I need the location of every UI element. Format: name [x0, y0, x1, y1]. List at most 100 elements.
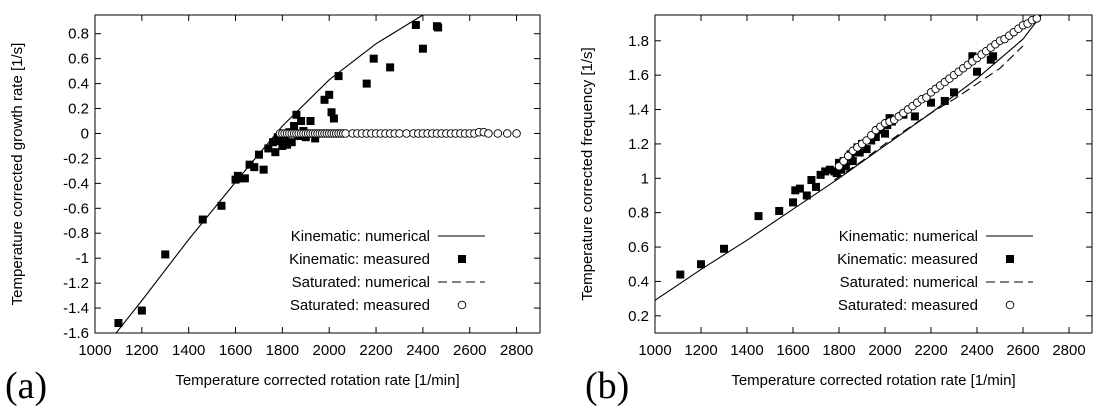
kinematic-measured-point — [791, 186, 800, 195]
kinematic-measured-point — [369, 54, 378, 63]
x-tick-label: 1000 — [78, 342, 111, 359]
kinematic-measured-point — [754, 212, 763, 221]
kinematic-measured-point — [386, 63, 395, 72]
x-tick-label: 1400 — [172, 342, 205, 359]
panel-label: (b) — [585, 365, 629, 407]
y-axis-label: Temperature corrected frequency [1/s] — [579, 47, 596, 300]
kinematic-measured-point — [161, 250, 170, 259]
legend-circle-marker — [1005, 300, 1015, 310]
kinematic-measured-point — [832, 169, 841, 178]
kinematic-measured-point — [292, 110, 301, 119]
y-tick-label: 0.4 — [628, 273, 649, 290]
x-tick-label: 2600 — [453, 342, 486, 359]
plot-area — [114, 15, 521, 333]
legend-label: Kinematic: numerical — [291, 228, 430, 245]
chart-panel-b: 1000 1200 1400 1600 1800 2000 2200 2400 2600 2800… — [579, 14, 1093, 407]
x-tick-label: 1800 — [266, 342, 299, 359]
kinematic-measured-point — [269, 138, 277, 147]
kinematic-measured-point — [283, 140, 292, 149]
y-axis-label: Temperature corrected growth rate [1/s] — [9, 43, 26, 306]
kinematic-measured-point — [950, 88, 958, 97]
y-tick-label: 1.8 — [628, 33, 649, 50]
kinematic-measured-point — [795, 184, 804, 193]
kinematic-measured-point — [968, 52, 977, 61]
kinematic-measured-point — [812, 182, 820, 191]
kinematic-measured-point — [927, 98, 935, 107]
kinematic-measured-point — [434, 23, 443, 32]
y-tick-label: 1.6 — [628, 67, 649, 84]
x-tick-label: 2800 — [500, 342, 533, 359]
y-tick-label: 0.8 — [68, 26, 89, 43]
x-tick-label: 2200 — [359, 342, 392, 359]
x-tick-label: 2400 — [960, 342, 993, 359]
kinematic-measured-point — [327, 108, 336, 117]
x-tick-label: 2600 — [1006, 342, 1039, 359]
saturated-measured-point — [493, 129, 503, 138]
legend-label: Saturated: measured — [838, 297, 978, 314]
kinematic-measured-point — [775, 206, 784, 215]
kinematic-measured-point — [280, 135, 289, 144]
y-tick-label: -0.8 — [63, 225, 89, 242]
legend-label: Saturated: measured — [290, 297, 430, 314]
kinematic-measured-point — [290, 121, 299, 130]
x-axis-label: Temperature corrected rotation rate [1/m… — [731, 372, 1015, 389]
y-tick-label: 0.4 — [68, 76, 89, 93]
kinematic-measured-point — [264, 144, 273, 153]
kinematic-measured-point — [329, 114, 338, 123]
kinematic-measured-point — [278, 141, 287, 150]
kinematic-measured-point — [807, 176, 816, 185]
series-line-kinematic-numerical — [655, 15, 1042, 301]
kinematic-measured-point — [198, 215, 207, 224]
saturated-measured-point — [502, 129, 512, 138]
y-tick-label: -1.6 — [63, 325, 89, 342]
x-tick-label: 1000 — [638, 342, 671, 359]
kinematic-measured-point — [841, 162, 850, 171]
x-tick-label: 1800 — [822, 342, 855, 359]
legend-label: Kinematic: measured — [289, 251, 430, 268]
kinematic-measured-point — [259, 165, 268, 174]
saturated-measured-point — [512, 129, 521, 138]
y-tick-label: 1.2 — [628, 136, 649, 153]
y-tick-label: 0 — [81, 125, 89, 142]
x-tick-label: 2000 — [313, 342, 346, 359]
kinematic-measured-point — [236, 174, 245, 183]
kinematic-measured-point — [311, 134, 320, 143]
kinematic-measured-point — [137, 306, 146, 315]
kinematic-measured-point — [816, 170, 825, 179]
saturated-measured-point — [1032, 15, 1042, 23]
x-tick-label: 1400 — [730, 342, 763, 359]
kinematic-measured-point — [720, 244, 728, 253]
x-axis-label: Temperature corrected rotation rate [1/m… — [175, 372, 459, 389]
x-tick-label: 1600 — [776, 342, 809, 359]
legend-square-marker — [458, 255, 466, 263]
kinematic-measured-point — [325, 90, 334, 99]
kinematic-measured-point — [334, 72, 343, 81]
legend-label: Kinematic: measured — [837, 251, 978, 268]
kinematic-measured-point — [867, 136, 876, 145]
x-tick-label: 2200 — [914, 342, 947, 359]
saturated-measured-point — [341, 129, 350, 138]
kinematic-measured-point — [306, 117, 315, 125]
kinematic-measured-point — [271, 148, 280, 157]
y-tick-label: -0.2 — [63, 150, 89, 167]
kinematic-measured-point — [697, 260, 705, 269]
kinematic-measured-point — [418, 44, 427, 53]
y-tick-label: -0.4 — [63, 175, 89, 192]
legend: Kinematic: numerical Kinematic: measured S… — [837, 228, 1033, 314]
x-tick-label: 1200 — [125, 342, 158, 359]
legend-circle-marker — [457, 300, 467, 310]
y-tick-label: -1.2 — [63, 275, 89, 292]
y-tick-label: 0.6 — [628, 239, 649, 256]
plot-frame — [94, 14, 541, 334]
legend: Kinematic: numerical Kinematic: measured S… — [289, 228, 485, 314]
legend-label: Saturated: numerical — [292, 274, 430, 291]
x-tick-label: 1600 — [219, 342, 252, 359]
kinematic-measured-point — [297, 117, 306, 125]
plot-area — [655, 15, 1042, 301]
kinematic-measured-point — [825, 165, 834, 174]
kinematic-measured-point — [254, 150, 263, 159]
kinematic-measured-point — [411, 20, 420, 29]
y-tick-label: -1 — [76, 250, 89, 267]
legend-label: Kinematic: numerical — [839, 228, 978, 245]
